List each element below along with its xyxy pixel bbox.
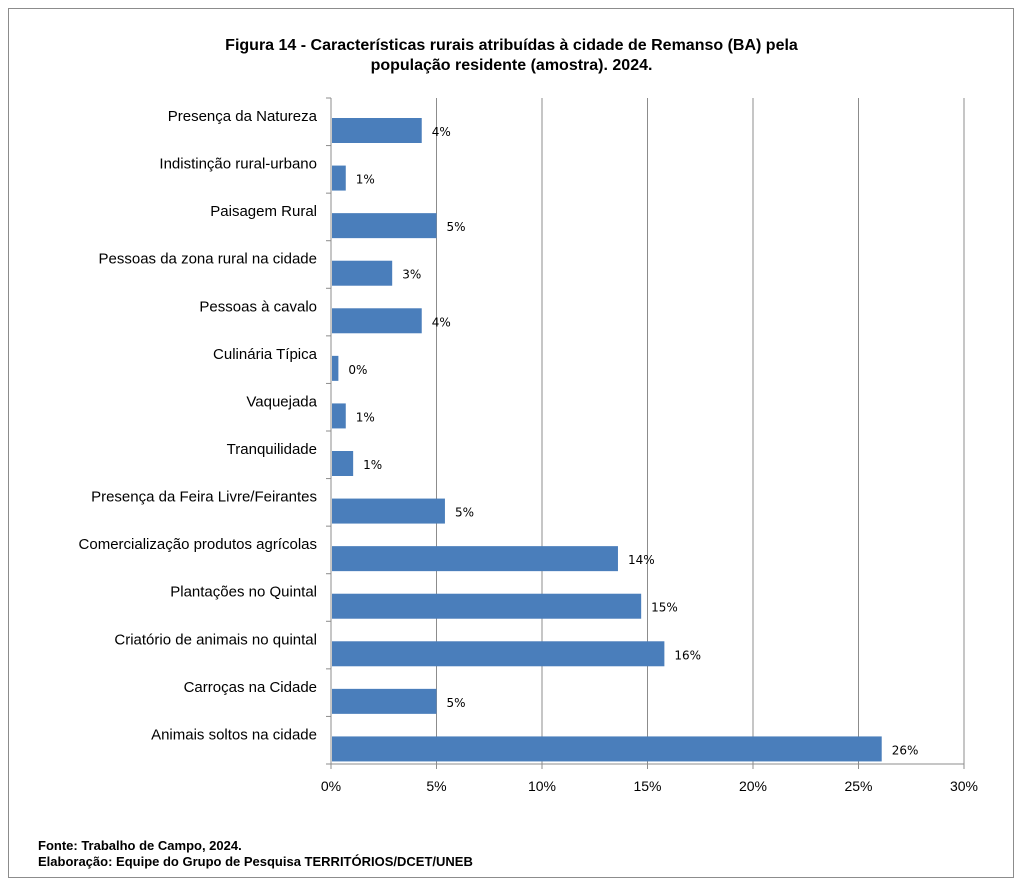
bar: [332, 736, 882, 762]
data-label: 4%: [432, 315, 451, 329]
category-label: Pessoas à cavalo: [199, 298, 317, 315]
category-label: Animais soltos na cidade: [151, 726, 317, 743]
data-label: 5%: [455, 506, 474, 520]
data-label: 5%: [447, 696, 466, 710]
x-tick-label: 5%: [426, 778, 446, 794]
data-label: 1%: [356, 173, 375, 187]
data-label: 14%: [628, 553, 655, 567]
bar: [332, 498, 445, 524]
x-tick-label: 0%: [321, 778, 341, 794]
bar: [332, 451, 354, 476]
bar: [332, 641, 665, 667]
source-note: Fonte: Trabalho de Campo, 2024.: [38, 838, 242, 853]
category-label: Carroças na Cidade: [184, 679, 317, 696]
data-label: 5%: [447, 220, 466, 234]
bar: [332, 165, 346, 191]
x-tick-label: 20%: [739, 778, 767, 794]
data-label: 4%: [432, 125, 451, 139]
category-label: Indistinção rural-urbano: [159, 156, 317, 173]
category-label: Presença da Feira Livre/Feirantes: [91, 489, 317, 506]
category-label: Comercialização produtos agrícolas: [79, 536, 317, 553]
data-label: 15%: [651, 601, 678, 615]
bar: [332, 688, 437, 714]
chart-frame: [8, 8, 1014, 878]
bar: [332, 546, 618, 572]
category-label: Vaquejada: [246, 393, 317, 410]
chart-footer: Fonte: Trabalho de Campo, 2024. Elaboraç…: [38, 838, 473, 870]
data-label: 16%: [674, 648, 701, 662]
x-tick-label: 25%: [844, 778, 872, 794]
category-label: Paisagem Rural: [210, 203, 317, 220]
x-tick-label: 30%: [950, 778, 978, 794]
category-label: Culinária Típica: [213, 346, 318, 363]
bar: [332, 355, 339, 381]
chart-title: Figura 14 - Características rurais atrib…: [0, 36, 1023, 76]
data-label: 0%: [348, 363, 367, 377]
category-label: Criatório de animais no quintal: [114, 631, 317, 648]
bar: [332, 213, 437, 239]
bar: [332, 308, 422, 334]
chart-title-line-2: população residente (amostra). 2024.: [370, 57, 653, 74]
category-label: Presença da Natureza: [168, 108, 318, 125]
x-tick-label: 15%: [633, 778, 661, 794]
bar: [332, 593, 642, 619]
category-label: Tranquilidade: [227, 441, 317, 458]
category-label: Plantações no Quintal: [170, 584, 317, 601]
bar: [332, 260, 393, 286]
x-tick-label: 10%: [528, 778, 556, 794]
data-label: 1%: [356, 410, 375, 424]
category-label: Pessoas da zona rural na cidade: [99, 251, 317, 268]
credit-note: Elaboração: Equipe do Grupo de Pesquisa …: [38, 854, 473, 869]
bar: [332, 118, 422, 143]
data-label: 26%: [892, 743, 919, 757]
chart-title-line-1: Figura 14 - Características rurais atrib…: [225, 37, 798, 54]
bar: [332, 403, 346, 429]
data-label: 1%: [363, 458, 382, 472]
data-label: 3%: [402, 268, 421, 282]
